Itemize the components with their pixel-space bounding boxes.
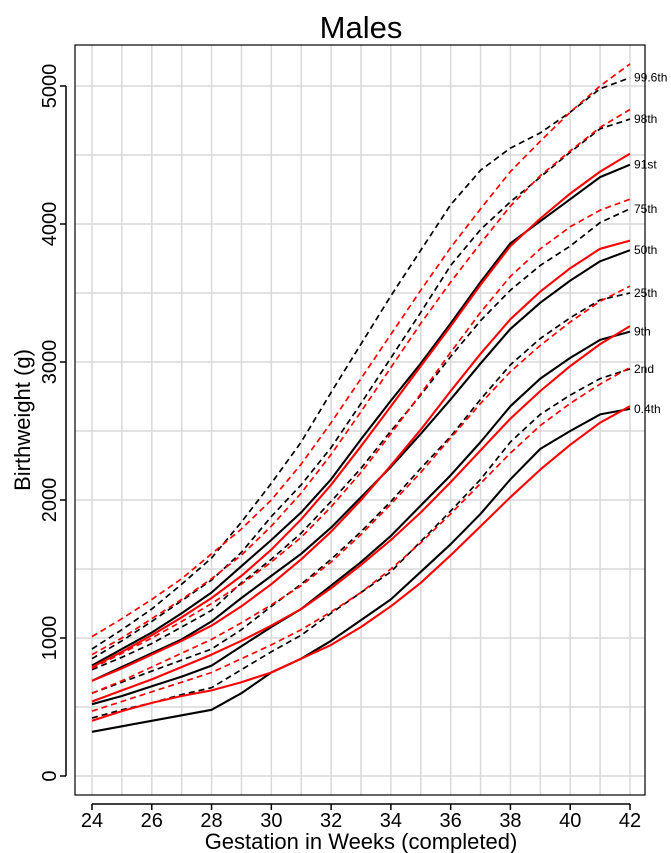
y-tick-label: 3000 (39, 340, 61, 385)
series-line-red-dashed-12 (91, 285, 631, 694)
series-line-black-dashed-7 (91, 118, 631, 660)
x-tick-label: 38 (499, 810, 521, 832)
x-tick-label: 24 (81, 810, 103, 832)
centile-label-98th: 98th (634, 112, 657, 126)
y-axis-title: Birthweight (g) (10, 349, 35, 491)
y-tick-label: 4000 (39, 202, 61, 247)
series-line-red-dashed-16 (91, 108, 631, 656)
series-line-red-solid-13 (91, 239, 631, 682)
y-tick-label: 0 (39, 770, 61, 781)
series-line-black-solid-4 (91, 249, 631, 682)
y-tick-label: 5000 (39, 64, 61, 109)
series-line-black-solid-2 (91, 330, 631, 706)
series-line-red-solid-15 (91, 152, 631, 668)
x-tick-label: 36 (440, 810, 462, 832)
centile-label-91st: 91st (634, 158, 657, 172)
series-line-red-dashed-10 (91, 366, 631, 712)
centile-label-2nd: 2nd (634, 362, 654, 376)
x-tick-label: 40 (559, 810, 581, 832)
centile-label-9th: 9th (634, 325, 651, 339)
chart-title: Males (320, 10, 403, 45)
y-tick-label: 2000 (39, 478, 61, 523)
series-lines (91, 63, 631, 733)
x-axis-title: Gestation in Weeks (completed) (205, 829, 518, 853)
x-tick-label: 34 (380, 810, 402, 832)
series-line-black-solid-6 (91, 163, 631, 667)
series-line-black-dashed-3 (91, 292, 631, 694)
series-line-black-dashed-8 (91, 76, 631, 650)
series-line-red-solid-11 (91, 325, 631, 703)
centile-label-25th: 25th (634, 286, 657, 300)
centile-label-75th: 75th (634, 202, 657, 216)
series-line-red-solid-9 (91, 405, 631, 722)
centile-labels: 99.6th 98th 91st 75th 50th 25th 9th 2nd 0.4th (634, 71, 667, 416)
series-line-black-solid-0 (91, 407, 631, 733)
series-line-red-dashed-17 (91, 63, 631, 638)
centile-label-50th: 50th (634, 243, 657, 257)
x-tick-label: 26 (141, 810, 163, 832)
x-axis: 24 26 28 30 32 34 36 38 40 42 (81, 803, 641, 832)
grid (75, 45, 645, 795)
series-line-black-dashed-5 (91, 208, 631, 671)
x-tick-label: 32 (320, 810, 342, 832)
x-tick-label: 30 (260, 810, 282, 832)
centile-label-0.4th: 0.4th (634, 402, 661, 416)
x-tick-label: 28 (200, 810, 222, 832)
y-tick-label: 1000 (39, 616, 61, 661)
series-line-red-dashed-14 (91, 198, 631, 670)
y-axis: 0 1000 2000 3000 4000 5000 (39, 64, 67, 782)
x-tick-label: 42 (619, 810, 641, 832)
plot-frame (74, 44, 646, 796)
centile-label-99.6th: 99.6th (634, 71, 667, 85)
